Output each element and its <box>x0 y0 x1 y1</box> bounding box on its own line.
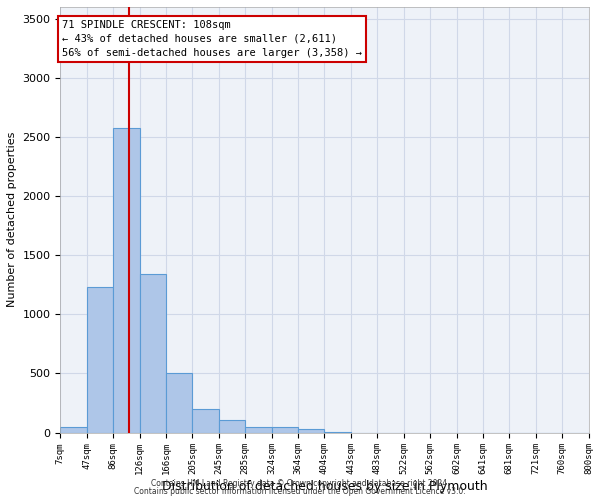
Bar <box>140 274 166 432</box>
Y-axis label: Number of detached properties: Number of detached properties <box>7 132 17 308</box>
Text: Contains public sector information licensed under the Open Government Licence v3: Contains public sector information licen… <box>134 487 466 496</box>
Bar <box>166 374 193 432</box>
Bar <box>272 426 298 432</box>
Bar <box>298 429 325 432</box>
Bar <box>61 426 87 432</box>
Bar <box>87 287 113 432</box>
Bar <box>219 420 245 432</box>
Text: 71 SPINDLE CRESCENT: 108sqm
← 43% of detached houses are smaller (2,611)
56% of : 71 SPINDLE CRESCENT: 108sqm ← 43% of det… <box>62 20 362 58</box>
Bar <box>113 128 140 432</box>
Bar <box>245 426 272 432</box>
Text: Contains HM Land Registry data © Crown copyright and database right 2024.: Contains HM Land Registry data © Crown c… <box>151 478 449 488</box>
X-axis label: Distribution of detached houses by size in Plymouth: Distribution of detached houses by size … <box>161 480 487 493</box>
Bar <box>193 409 219 432</box>
